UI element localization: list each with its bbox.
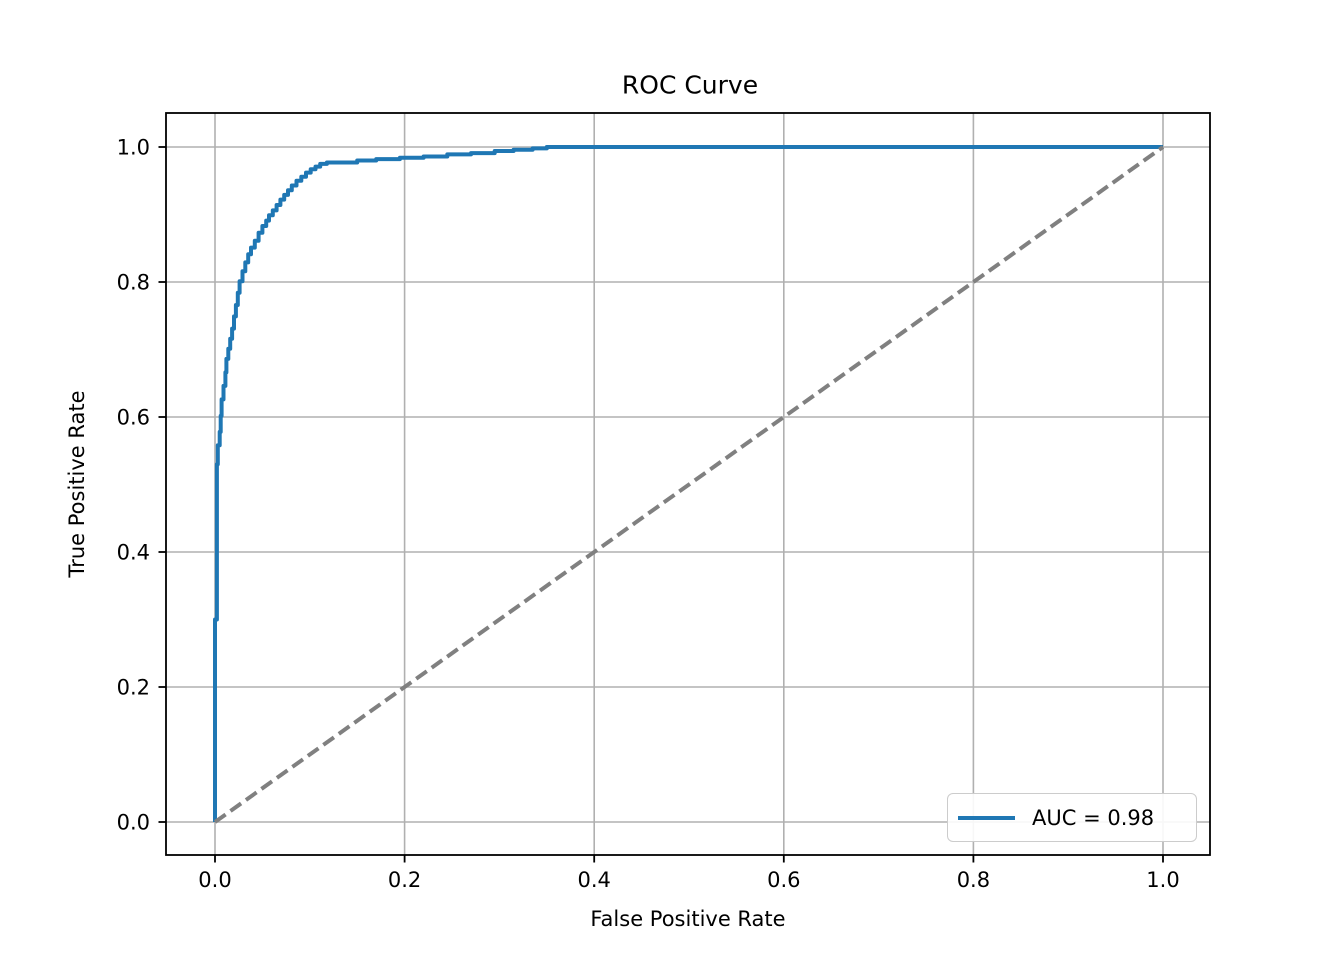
tick-layer: 0.0 0.2 0.4 0.6 0.8 1.0 0.0 0.2 0.4 0.6 0.8 1.0 <box>117 136 1180 893</box>
grid-layer <box>166 113 1210 855</box>
y-tick-label: 0.0 <box>117 811 150 835</box>
y-tick-label: 0.2 <box>117 676 150 700</box>
chart-title: ROC Curve <box>621 70 759 100</box>
y-tick-label: 0.8 <box>117 271 150 295</box>
y-tick-label: 0.6 <box>117 406 150 430</box>
axes-spines <box>165 112 1211 856</box>
legend-label: AUC = 0.98 <box>1032 805 1155 830</box>
legend-line-sample <box>958 815 1015 820</box>
series-layer <box>213 145 1165 824</box>
x-tick-label: 1.0 <box>1146 868 1179 892</box>
x-tick-label: 0.2 <box>388 868 421 892</box>
y-tick-label: 1.0 <box>117 136 150 160</box>
y-tick-label: 0.4 <box>117 541 150 565</box>
legend: AUC = 0.98 <box>947 793 1197 842</box>
y-axis-label: True Positive Rate <box>65 390 89 578</box>
chance-diagonal-line <box>213 145 1165 824</box>
x-axis-label: False Positive Rate <box>590 907 786 931</box>
x-tick-label: 0.4 <box>577 868 610 892</box>
x-tick-label: 0.0 <box>198 868 231 892</box>
x-tick-label: 0.8 <box>957 868 990 892</box>
x-tick-label: 0.6 <box>767 868 800 892</box>
roc-curve-line <box>213 145 1163 822</box>
